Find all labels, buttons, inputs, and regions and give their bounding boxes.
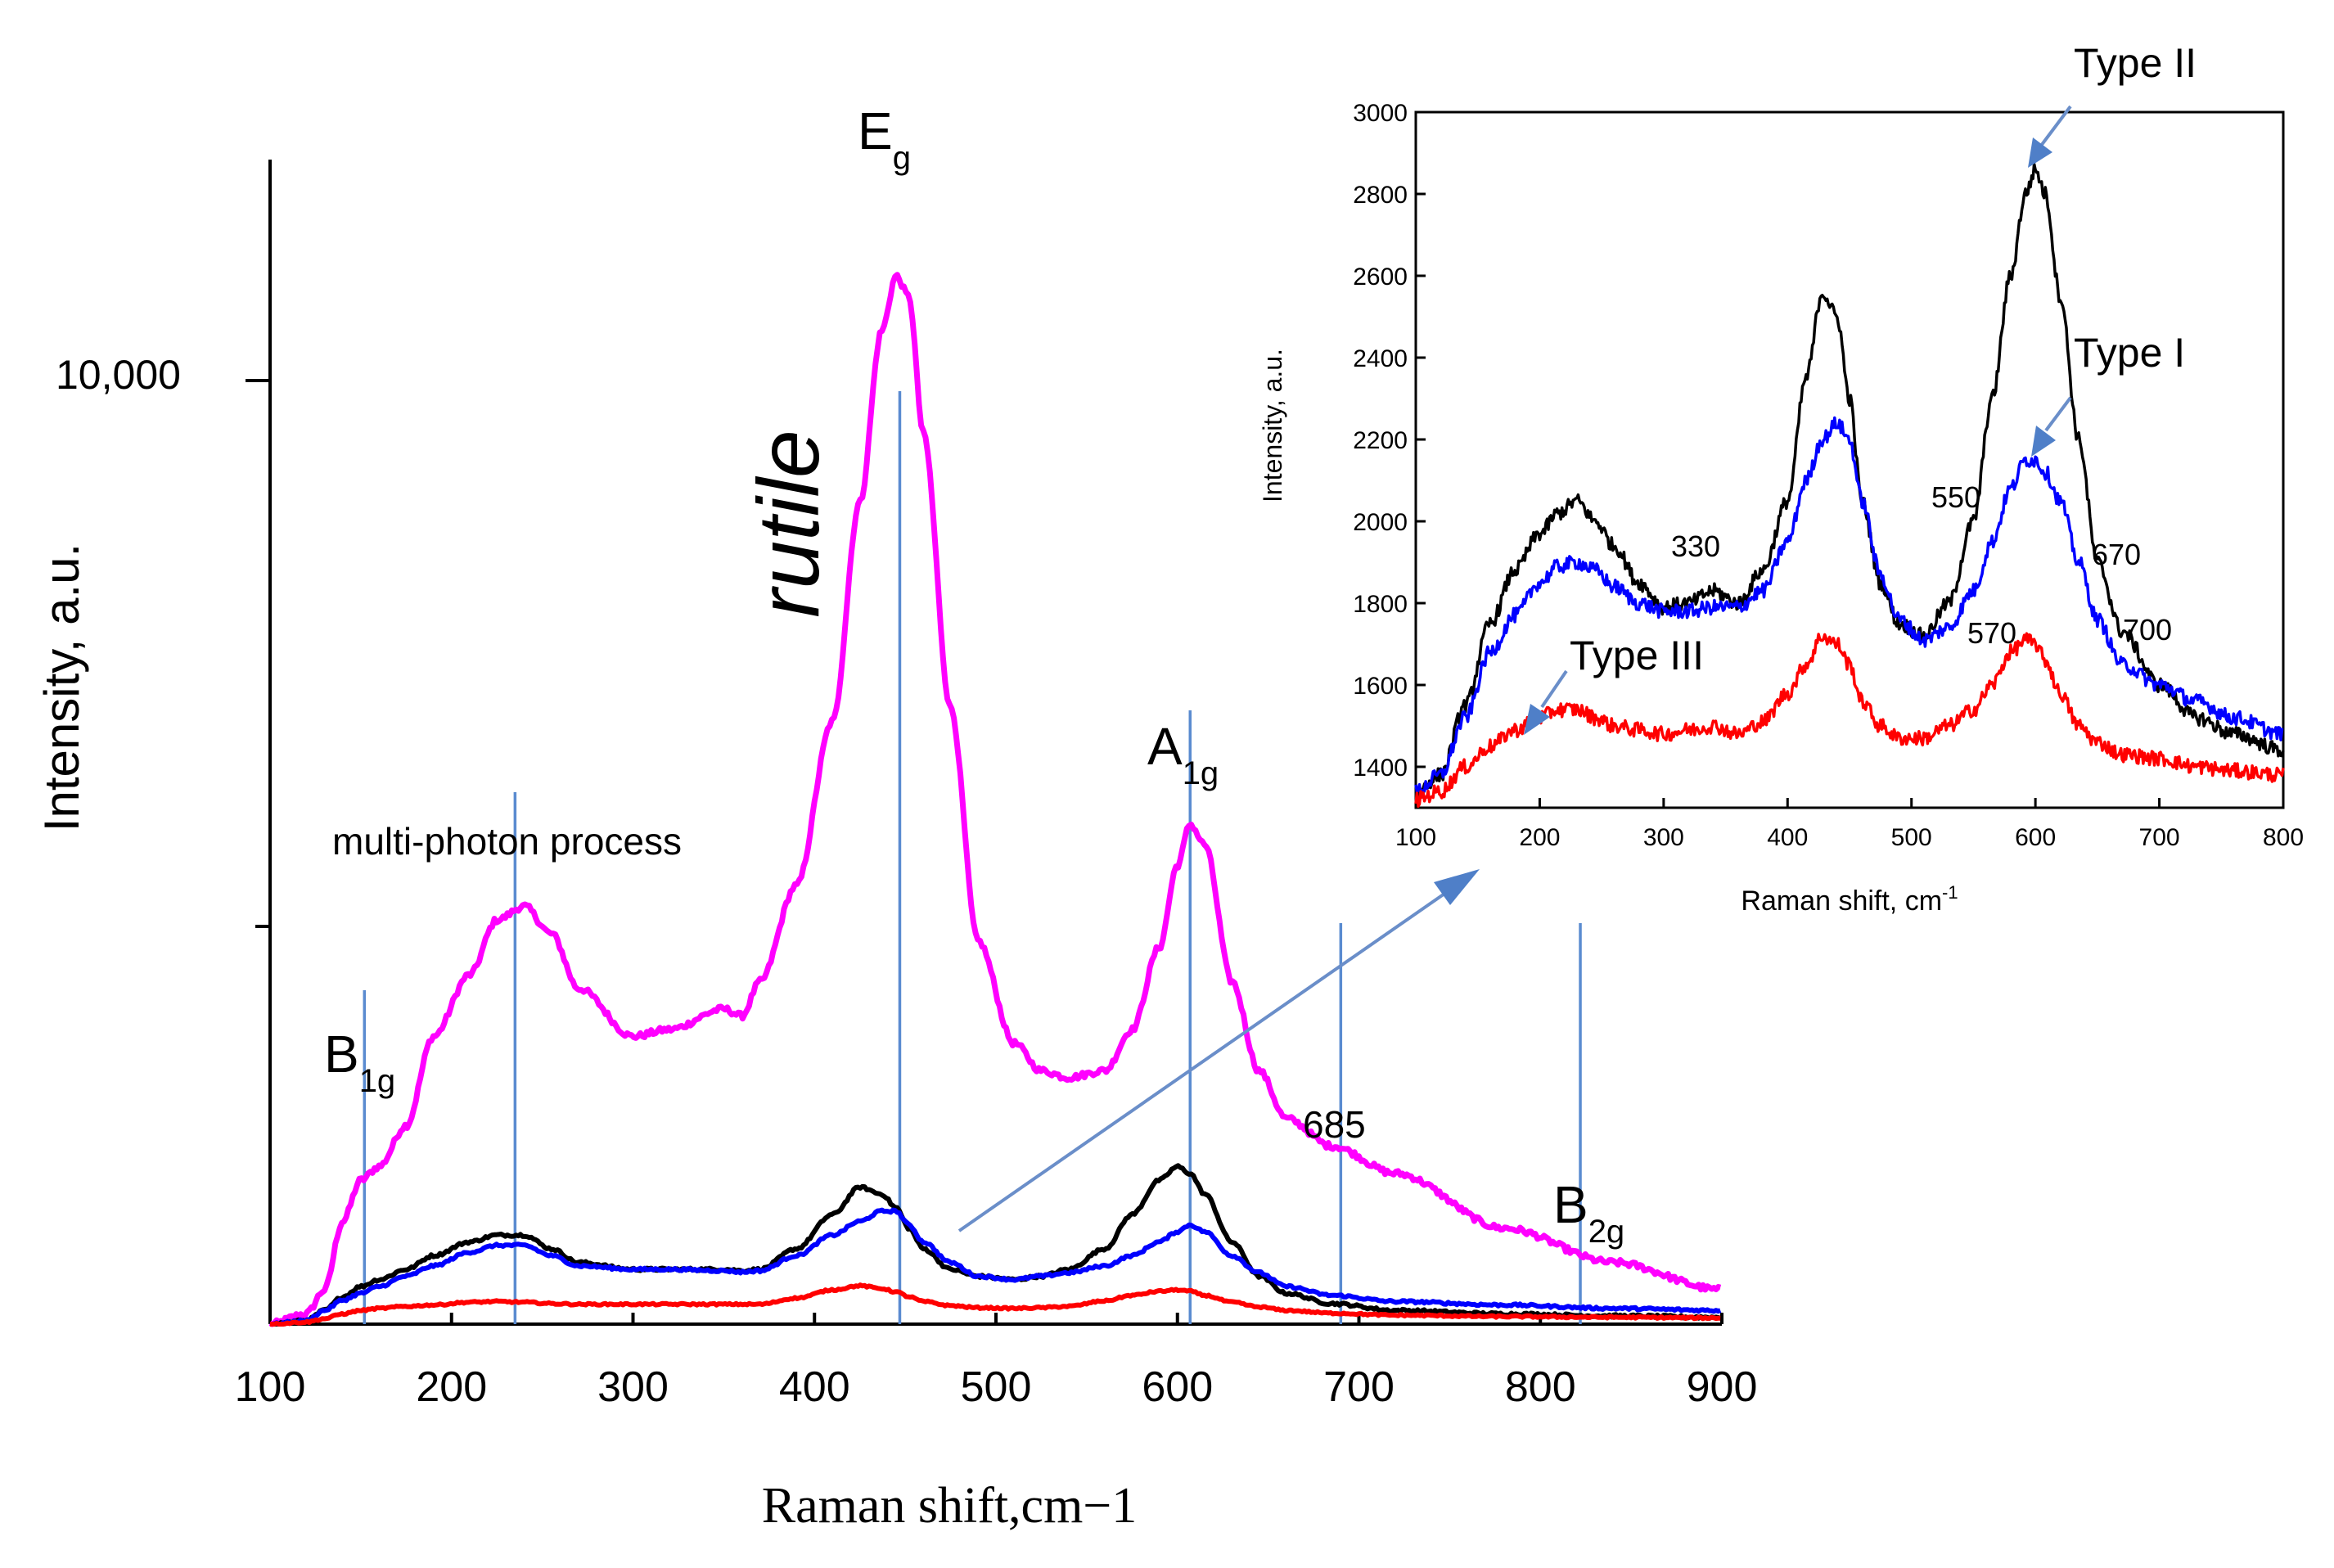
inset-x-tick-label: 500: [1891, 824, 1932, 851]
inset-frame: [1414, 110, 2285, 809]
inset-type2-arrow-head: [2028, 137, 2052, 168]
inset-peak-700: 700: [2123, 613, 2172, 647]
main-series-line-rutile: [268, 272, 1722, 1327]
zoom-arrow-line: [957, 890, 1449, 1232]
main-series-line-type-iii: [269, 1282, 1721, 1327]
inset-type2-arrow-line: [2039, 105, 2072, 147]
inset-type3-label: Type III: [1570, 633, 1704, 678]
peak-label-eg: Eg: [858, 101, 911, 176]
inset-type1-arrow-head: [2031, 426, 2056, 457]
inset-y-tick-label: 1400: [1353, 755, 1408, 782]
svg-text:A1g: A1g: [1147, 717, 1219, 791]
peak-label-b1g: B1g: [324, 1025, 395, 1099]
peak-label-b1g-main: B: [324, 1025, 359, 1084]
main-x-tick-label: 900: [1687, 1363, 1758, 1411]
inset-y-tick-label: 2800: [1353, 182, 1408, 209]
peak-685-label: 685: [1303, 1103, 1366, 1146]
peak-label-b2g-main: B: [1553, 1175, 1588, 1234]
inset-x-tick-label: 100: [1395, 824, 1436, 851]
main-x-tick-label: 600: [1142, 1363, 1213, 1411]
inset-type2-label: Type II: [2074, 40, 2197, 86]
main-x-tick-label: 700: [1323, 1363, 1395, 1411]
inset-type1-arrow-line: [2044, 396, 2072, 432]
zoom-arrow-head: [1434, 869, 1480, 905]
inset-y-tick-label: 2400: [1353, 345, 1408, 372]
inset-series-line-type-iii: [1414, 632, 2285, 809]
peak-label-b2g-sub: 2g: [1588, 1214, 1625, 1250]
main-x-axis-label: Raman shift,cm−1: [762, 1478, 1138, 1534]
inset-x-tick-label: 300: [1643, 824, 1684, 851]
inset-type3-arrow-head: [1524, 704, 1550, 735]
inset-series-lines: [1414, 162, 2285, 809]
inset-x-tick-label: 800: [2263, 824, 2304, 851]
inset-peak-330: 330: [1671, 529, 1720, 563]
peak-label-eg-sub: g: [893, 140, 911, 176]
peak-label-a1g: A1g: [1147, 717, 1219, 791]
main-x-tick-labels: 100 200 300 400 500 600 700 800 900: [235, 1363, 1758, 1411]
peak-label-a1g-sub: 1g: [1183, 755, 1219, 791]
svg-text:B1g: B1g: [324, 1025, 395, 1099]
inset-series-line-type-ii: [1414, 162, 2285, 798]
peak-label-eg-main: E: [858, 101, 893, 160]
svg-text:Eg: Eg: [858, 101, 911, 176]
inset-x-tick-label: 600: [2015, 824, 2056, 851]
inset-y-tick-label: 1600: [1353, 673, 1408, 700]
main-x-tick-label: 100: [235, 1363, 306, 1411]
inset-y-tick-label: 2000: [1353, 509, 1408, 536]
inset-y-tick-label: 2200: [1353, 427, 1408, 454]
peak-label-b1g-sub: 1g: [359, 1063, 396, 1099]
inset-x-tick-labels: 100 200 300 400 500 600 700 800: [1395, 824, 2304, 851]
main-series-line-type-i: [269, 1207, 1722, 1327]
peak-label-b2g: B2g: [1553, 1175, 1624, 1250]
inset-peak-670: 670: [2092, 538, 2141, 571]
main-x-tick-label: 400: [779, 1363, 850, 1411]
inset-x-tick-label: 400: [1767, 824, 1808, 851]
main-x-tick-label: 300: [597, 1363, 669, 1411]
inset-x-axis-label-sup: -1: [1942, 882, 1958, 903]
inset-peak-570: 570: [1967, 616, 2016, 650]
inset-y-tick-labels: 1400 1600 1800 2000 2200 2400 2600 2800 3000: [1353, 100, 1408, 782]
inset-y-ticks: [1416, 110, 1426, 768]
inset-x-tick-label: 200: [1519, 824, 1560, 851]
inset-series-line-type-i: [1414, 416, 2284, 797]
inset-y-axis-label: Intensity, a.u.: [1258, 349, 1287, 502]
inset-peak-550: 550: [1931, 480, 1980, 514]
inset-y-tick-label: 1800: [1353, 591, 1408, 618]
inset-x-tick-label: 700: [2139, 824, 2180, 851]
main-series-lines: [268, 272, 1722, 1327]
inset-type3-arrow-line: [1540, 669, 1568, 709]
inset-type1-label: Type I: [2074, 330, 2185, 376]
main-x-tick-label: 500: [961, 1363, 1032, 1411]
main-x-tick-label: 200: [416, 1363, 487, 1411]
peak-label-a1g-main: A: [1147, 717, 1183, 776]
inset-y-tick-label: 2600: [1353, 264, 1408, 291]
main-x-tick-label: 800: [1505, 1363, 1576, 1411]
inset-x-axis-label: Raman shift, cm-1: [1741, 882, 1958, 917]
main-plot: 100 200 300 400 500 600 700 800 900 10,000 Inten…: [34, 101, 1757, 1534]
main-y-axis-label: Intensity, a.u.: [34, 543, 89, 831]
multi-photon-label: multi-photon process: [332, 820, 682, 863]
main-y-major-tick-label: 10,000: [56, 352, 181, 398]
inset-plot: 1400 1600 1800 2000 2200 2400 2600 2800 3000 100…: [1258, 40, 2304, 917]
rutile-label: rutile: [741, 430, 837, 618]
inset-y-tick-label: 3000: [1353, 100, 1408, 127]
inset-x-ticks: [1414, 798, 2285, 808]
inset-x-axis-label-main: Raman shift, cm: [1741, 885, 1942, 917]
svg-text:B2g: B2g: [1553, 1175, 1624, 1250]
